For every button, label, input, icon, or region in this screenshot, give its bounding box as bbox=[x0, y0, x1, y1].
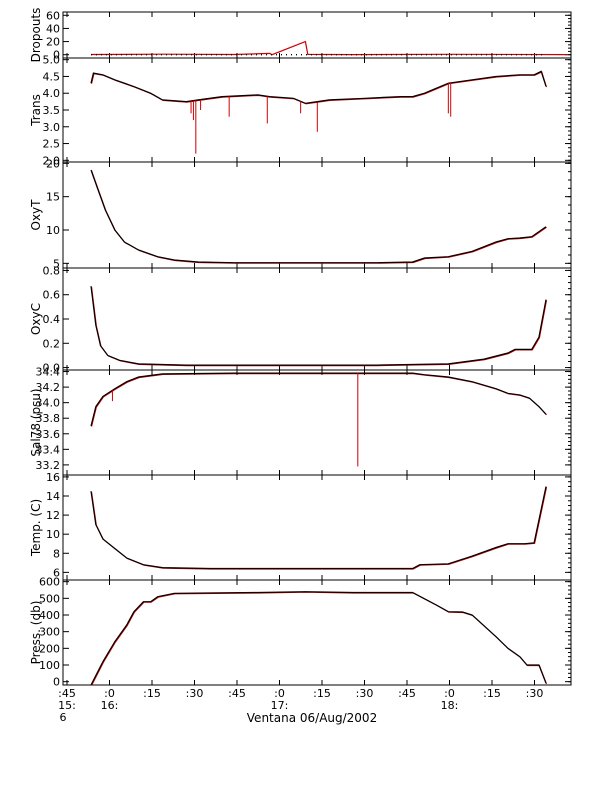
y-tick-label: 0.0 bbox=[43, 362, 61, 375]
panel-oxyc: 0.0 0.2 0.4 0.6 0.8 OxyC bbox=[29, 264, 572, 375]
y-axis-label: OxyT bbox=[29, 199, 43, 231]
panel-press: 0 100 200 300 400 500 600 Press. (db) bbox=[29, 576, 572, 689]
y-tick-label: 100 bbox=[39, 659, 60, 672]
x-tick-label: :30 bbox=[526, 687, 544, 700]
y-tick-label: 14 bbox=[46, 490, 60, 503]
panel-frame bbox=[62, 474, 572, 581]
x-hour-label: 16: bbox=[101, 699, 119, 712]
y-axis-label: Press. (db) bbox=[29, 601, 43, 665]
y-tick-label: 5 bbox=[53, 257, 60, 270]
y-tick-label: 33.4 bbox=[36, 443, 61, 456]
x-hour-label: 18: bbox=[441, 699, 459, 712]
y-tick-label: 40 bbox=[46, 22, 60, 35]
x-tick-label: :15 bbox=[143, 687, 161, 700]
y-tick-label: 0 bbox=[53, 676, 60, 689]
series-noise bbox=[91, 286, 548, 367]
panel-frame bbox=[62, 369, 572, 476]
x-tick-label: :0 bbox=[444, 687, 455, 700]
y-tick-label: 2.0 bbox=[43, 154, 61, 167]
x-axis: :45 :0 :15 :30 :45 :0 :15 :30 :45 :0 :15 :30 15: 16: 1… bbox=[58, 687, 543, 725]
panel-frame bbox=[62, 579, 572, 686]
y-tick-label: 10 bbox=[46, 528, 60, 541]
y-tick-label: 500 bbox=[39, 592, 60, 605]
x-tick-label: :30 bbox=[186, 687, 204, 700]
y-tick-label: 2.5 bbox=[43, 138, 61, 151]
y-tick-label: 4.5 bbox=[43, 70, 61, 83]
y-tick-label: 33.6 bbox=[36, 428, 61, 441]
y-axis-label: Dropouts bbox=[29, 8, 43, 63]
y-tick-label: 0.2 bbox=[43, 337, 61, 350]
y-tick-label: 4.0 bbox=[43, 87, 61, 100]
panel-oxyt: 5 10 15 20 OxyT bbox=[29, 157, 572, 270]
y-tick-label: 0 bbox=[53, 49, 60, 62]
series-noise bbox=[91, 591, 548, 686]
x-tick-label: :30 bbox=[356, 687, 374, 700]
y-tick-label: 3.5 bbox=[43, 104, 61, 117]
series-line bbox=[90, 169, 547, 264]
x-tick-label: :15 bbox=[313, 687, 331, 700]
panel-sal78: 33.2 33.4 33.6 33.8 34.0 34.2 34.4 Sal78 (psu) bbox=[29, 366, 572, 476]
x-tick-label: :0 bbox=[274, 687, 285, 700]
y-tick-label: 0.6 bbox=[43, 289, 61, 302]
x-tick-label: :15 bbox=[483, 687, 501, 700]
x-hour-label: 15: bbox=[58, 699, 76, 712]
y-tick-label: 3.0 bbox=[43, 121, 61, 134]
series-line bbox=[90, 486, 547, 570]
x-tick-label: :45 bbox=[58, 687, 76, 700]
y-tick-label: 12 bbox=[46, 509, 60, 522]
y-tick-label: 400 bbox=[39, 609, 60, 622]
y-tick-label: 300 bbox=[39, 626, 60, 639]
y-tick-label: 10 bbox=[46, 224, 60, 237]
series-noise bbox=[91, 486, 548, 570]
x-tick-label: :45 bbox=[228, 687, 246, 700]
x-tick-label: :45 bbox=[398, 687, 416, 700]
y-tick-label: 34.0 bbox=[36, 397, 61, 410]
x-axis-label: Ventana 06/Aug/2002 bbox=[247, 711, 377, 725]
panel-frame bbox=[62, 161, 572, 269]
panel-temp: 6 8 10 12 14 16 Temp. (C) bbox=[29, 471, 572, 581]
y-tick-label: 20 bbox=[46, 157, 60, 170]
y-axis-label: Sal78 (psu) bbox=[29, 388, 43, 456]
y-tick-label: 0.8 bbox=[43, 264, 61, 277]
panel-trans: 2.0 2.5 3.0 3.5 4.0 4.5 5.0 Trans bbox=[29, 54, 572, 167]
y-tick-label: 34.2 bbox=[36, 381, 61, 394]
series-line bbox=[90, 591, 547, 686]
y-tick-label: 20 bbox=[46, 36, 60, 49]
series-line bbox=[90, 286, 547, 366]
y-axis-label: Trans bbox=[29, 94, 43, 127]
panel-frame bbox=[62, 11, 572, 59]
series-line bbox=[90, 40, 568, 56]
y-tick-label: 34.4 bbox=[36, 366, 61, 379]
y-tick-label: 8 bbox=[53, 547, 60, 560]
y-tick-label: 200 bbox=[39, 642, 60, 655]
y-tick-label: 15 bbox=[46, 191, 60, 204]
series-noise bbox=[91, 373, 547, 427]
y-axis-label: OxyC bbox=[29, 303, 43, 335]
y-tick-label: 6 bbox=[53, 566, 60, 579]
series-line bbox=[90, 372, 547, 427]
y-tick-label: 33.8 bbox=[36, 412, 61, 425]
y-tick-label: 33.2 bbox=[36, 459, 61, 472]
x-hour-label: 17: bbox=[271, 699, 289, 712]
y-tick-label: 600 bbox=[39, 576, 60, 589]
y-tick-label: 5.0 bbox=[43, 54, 61, 67]
y-tick-label: 60 bbox=[46, 9, 60, 22]
x-footnote-label: 6 bbox=[60, 711, 67, 724]
series-noise bbox=[91, 71, 548, 105]
y-axis-label: Temp. (C) bbox=[29, 499, 43, 557]
panel-frame bbox=[62, 267, 572, 371]
y-tick-label: 0.4 bbox=[43, 313, 61, 326]
series-line bbox=[90, 70, 547, 104]
y-tick-label: 16 bbox=[46, 471, 60, 484]
x-tick-label: :0 bbox=[104, 687, 115, 700]
